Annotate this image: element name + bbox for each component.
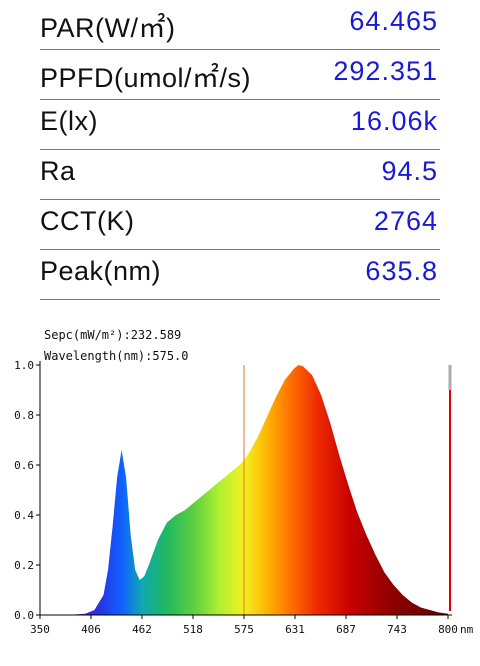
metric-row-cct: CCT(K) 2764: [40, 200, 440, 250]
x-tick-label: 462: [132, 623, 152, 636]
metric-label: E(lx): [40, 106, 98, 136]
wavelength-readout: Wavelength(nm):575.0: [44, 349, 189, 363]
y-tick-label: 0.6: [14, 459, 34, 472]
y-tick-label: 0.0: [14, 609, 34, 622]
y-tick-label: 0.8: [14, 409, 34, 422]
metric-row-illuminance: E(lx) 16.06k: [40, 100, 440, 150]
metric-value: 64.465: [349, 6, 438, 36]
metric-label: Ra: [40, 156, 76, 186]
metric-value: 292.351: [333, 56, 438, 86]
x-tick-label: 350: [30, 623, 50, 636]
metric-row-ppfd: PPFD(umol/㎡/s) 292.351: [40, 50, 440, 100]
x-tick-label: 687: [336, 623, 356, 636]
metric-value: 16.06k: [350, 106, 438, 136]
x-tick-label: 631: [285, 623, 305, 636]
metric-row-ra: Ra 94.5: [40, 150, 440, 200]
metric-label: CCT(K): [40, 206, 135, 236]
spectrum-svg[interactable]: Sepc(mW/m²):232.589 Wavelength(nm):575.0…: [0, 315, 480, 662]
metric-value: 2764: [373, 206, 438, 236]
metrics-table: PAR(W/㎡) 64.465 PPFD(umol/㎡/s) 292.351 E…: [40, 0, 440, 300]
x-tick-label: 743: [387, 623, 407, 636]
metric-label: PPFD(umol/㎡/s): [40, 63, 252, 93]
metric-value: 635.8: [365, 256, 438, 286]
x-unit-label: nm: [460, 623, 474, 636]
metric-value: 94.5: [381, 156, 438, 186]
metric-row-peak: Peak(nm) 635.8: [40, 250, 440, 300]
y-tick-label: 0.4: [14, 509, 34, 522]
x-tick-label: 800: [438, 623, 458, 636]
metric-label: Peak(nm): [40, 256, 162, 286]
x-tick-label: 406: [81, 623, 101, 636]
y-tick-label: 1.0: [14, 359, 34, 372]
sepc-readout: Sepc(mW/m²):232.589: [44, 328, 181, 342]
spectrum-chart[interactable]: Sepc(mW/m²):232.589 Wavelength(nm):575.0…: [0, 315, 480, 662]
y-tick-label: 0.2: [14, 559, 34, 572]
x-tick-label: 575: [234, 623, 254, 636]
metric-label: PAR(W/㎡): [40, 13, 176, 43]
metric-row-par: PAR(W/㎡) 64.465: [40, 0, 440, 50]
x-tick-label: 518: [183, 623, 203, 636]
